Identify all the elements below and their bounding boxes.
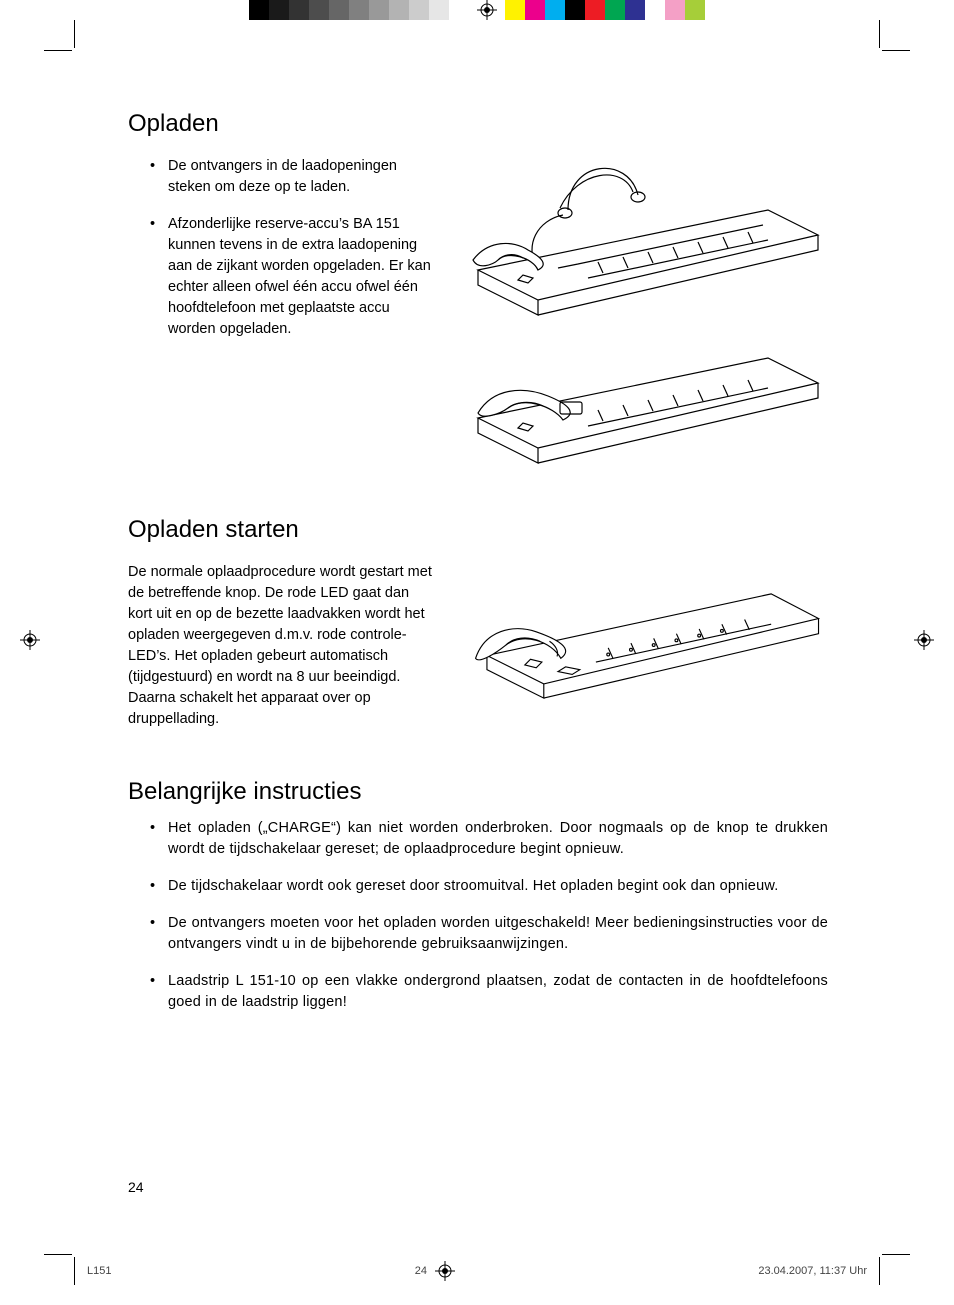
footer-page: 24 <box>415 1265 427 1277</box>
color-swatch <box>505 0 525 20</box>
page-number: 24 <box>128 1179 144 1195</box>
color-swatch <box>645 0 665 20</box>
print-colorbar <box>0 0 954 20</box>
list-item: Afzonderlijke reserve-accu’s BA 151 kunn… <box>168 214 432 340</box>
belangrijk-bullets: Het opladen („CHARGE“) kan niet worden o… <box>128 818 828 1013</box>
charger-button-illustration <box>468 556 828 708</box>
list-item: Laadstrip L 151-10 op een vlakke ondergr… <box>168 971 828 1013</box>
section-opladen: Opladen De ontvangers in de laadopeninge… <box>128 110 828 468</box>
crop-mark <box>44 1254 72 1255</box>
heading-opladen: Opladen <box>128 110 828 138</box>
color-swatch <box>665 0 685 20</box>
list-item: De ontvangers moeten voor het opladen wo… <box>168 913 828 955</box>
heading-starten: Opladen starten <box>128 516 828 544</box>
color-swatch <box>625 0 645 20</box>
gray-swatch <box>449 0 469 20</box>
crop-mark <box>882 1254 910 1255</box>
crop-mark <box>74 20 75 48</box>
registration-mark-icon <box>477 0 497 20</box>
starten-text: De normale oplaadprocedure wordt gestart… <box>128 556 432 730</box>
list-item: De tijdschakelaar wordt ook gereset door… <box>168 876 828 897</box>
gray-swatch <box>369 0 389 20</box>
opladen-bullets: De ontvangers in de laadopeningen steken… <box>128 156 432 340</box>
color-swatch <box>545 0 565 20</box>
opladen-columns: De ontvangers in de laadopeningen steken… <box>128 150 828 468</box>
section-belangrijk: Belangrijke instructies Het opladen („CH… <box>128 778 828 1013</box>
list-item: Het opladen („CHARGE“) kan niet worden o… <box>168 818 828 860</box>
charger-battery-illustration <box>468 328 828 468</box>
starten-columns: De normale oplaadprocedure wordt gestart… <box>128 556 828 730</box>
opladen-illustration <box>468 150 828 468</box>
color-swatch <box>525 0 545 20</box>
heading-belangrijk: Belangrijke instructies <box>128 778 828 806</box>
footer-date: 23.04.2007, 11:37 Uhr <box>758 1265 867 1277</box>
gray-swatch <box>249 0 269 20</box>
gray-swatch <box>429 0 449 20</box>
crop-mark <box>882 50 910 51</box>
page: Opladen De ontvangers in de laadopeninge… <box>0 0 954 1305</box>
starten-body: De normale oplaadprocedure wordt gestart… <box>128 562 432 730</box>
page-content: Opladen De ontvangers in de laadopeninge… <box>128 110 828 1061</box>
opladen-text: De ontvangers in de laadopeningen steken… <box>128 150 432 356</box>
registration-mark-icon <box>18 628 42 652</box>
colorbar-inner <box>249 0 705 20</box>
list-item: De ontvangers in de laadopeningen steken… <box>168 156 432 198</box>
registration-mark-icon <box>435 1261 455 1281</box>
footer-doc-name: L151 <box>87 1265 111 1277</box>
section-starten: Opladen starten De normale oplaadprocedu… <box>128 516 828 730</box>
color-swatch <box>685 0 705 20</box>
crop-mark <box>44 50 72 51</box>
gray-swatch <box>389 0 409 20</box>
print-footer: L151 24 23.04.2007, 11:37 Uhr <box>0 1261 954 1281</box>
charger-headphone-illustration <box>468 150 828 320</box>
gray-swatch <box>309 0 329 20</box>
registration-mark-icon <box>912 628 936 652</box>
color-swatch <box>565 0 585 20</box>
gray-swatch <box>409 0 429 20</box>
color-swatch <box>605 0 625 20</box>
gray-swatch <box>349 0 369 20</box>
gray-swatch <box>269 0 289 20</box>
crop-mark <box>879 20 880 48</box>
starten-illustration <box>468 556 828 708</box>
color-swatch <box>585 0 605 20</box>
footer-center: 24 <box>415 1261 455 1281</box>
gray-swatch <box>329 0 349 20</box>
gray-swatch <box>289 0 309 20</box>
